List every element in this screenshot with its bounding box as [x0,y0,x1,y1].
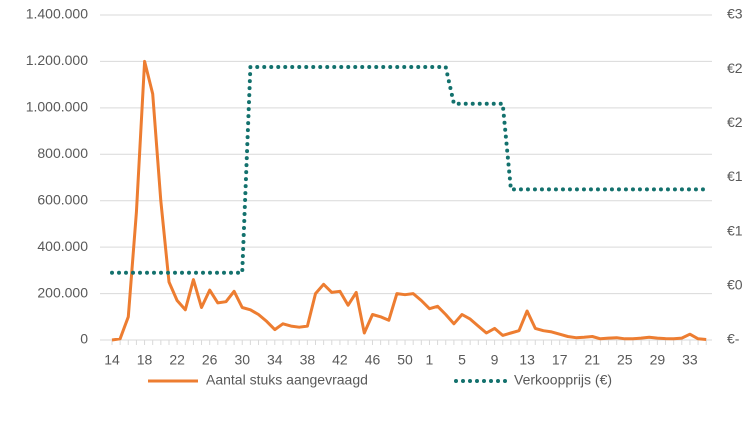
y2-tick-label: €1 [727,168,743,184]
x-tick-label: 26 [202,352,218,368]
y2-tick-label: €2 [727,114,743,130]
x-tick-label: 5 [458,352,466,368]
x-tick-label: 30 [234,352,250,368]
x-tick-label: 18 [137,352,153,368]
y-tick-label: 1.400.000 [26,6,88,22]
x-tick-label: 42 [332,352,348,368]
y-tick-label: 0 [80,331,88,347]
series-line [110,65,709,275]
x-tick-label: 22 [169,352,185,368]
x-tick-label: 50 [397,352,413,368]
x-tick-label: 25 [617,352,633,368]
x-tick-label: 33 [682,352,698,368]
y-tick-label: 600.000 [37,191,88,207]
series-line [111,59,707,342]
y-tick-label: 400.000 [37,238,88,254]
y-tick-label: 1.000.000 [26,99,88,115]
x-tick-label: 9 [491,352,499,368]
x-tick-label: 17 [552,352,568,368]
y2-tick-label: €3 [727,6,743,22]
y2-tick-label: €2 [727,60,743,76]
x-tick-label: 29 [650,352,666,368]
x-tick-label: 13 [519,352,535,368]
y-tick-label: 1.200.000 [26,52,88,68]
y-tick-label: 200.000 [37,284,88,300]
x-tick-label: 38 [300,352,316,368]
x-tick-label: 46 [365,352,381,368]
x-tick-label: 1 [426,352,434,368]
legend-label: Aantal stuks aangevraagd [206,372,368,388]
y2-tick-label: €0 [727,277,743,293]
y2-tick-label: €1 [727,222,743,238]
y2-tick-label: €- [727,331,740,347]
x-tick-label: 34 [267,352,283,368]
x-tick-label: 21 [584,352,600,368]
legend-label: Verkoopprijs (€) [514,372,612,388]
y-tick-label: 800.000 [37,145,88,161]
x-tick-label: 14 [104,352,120,368]
